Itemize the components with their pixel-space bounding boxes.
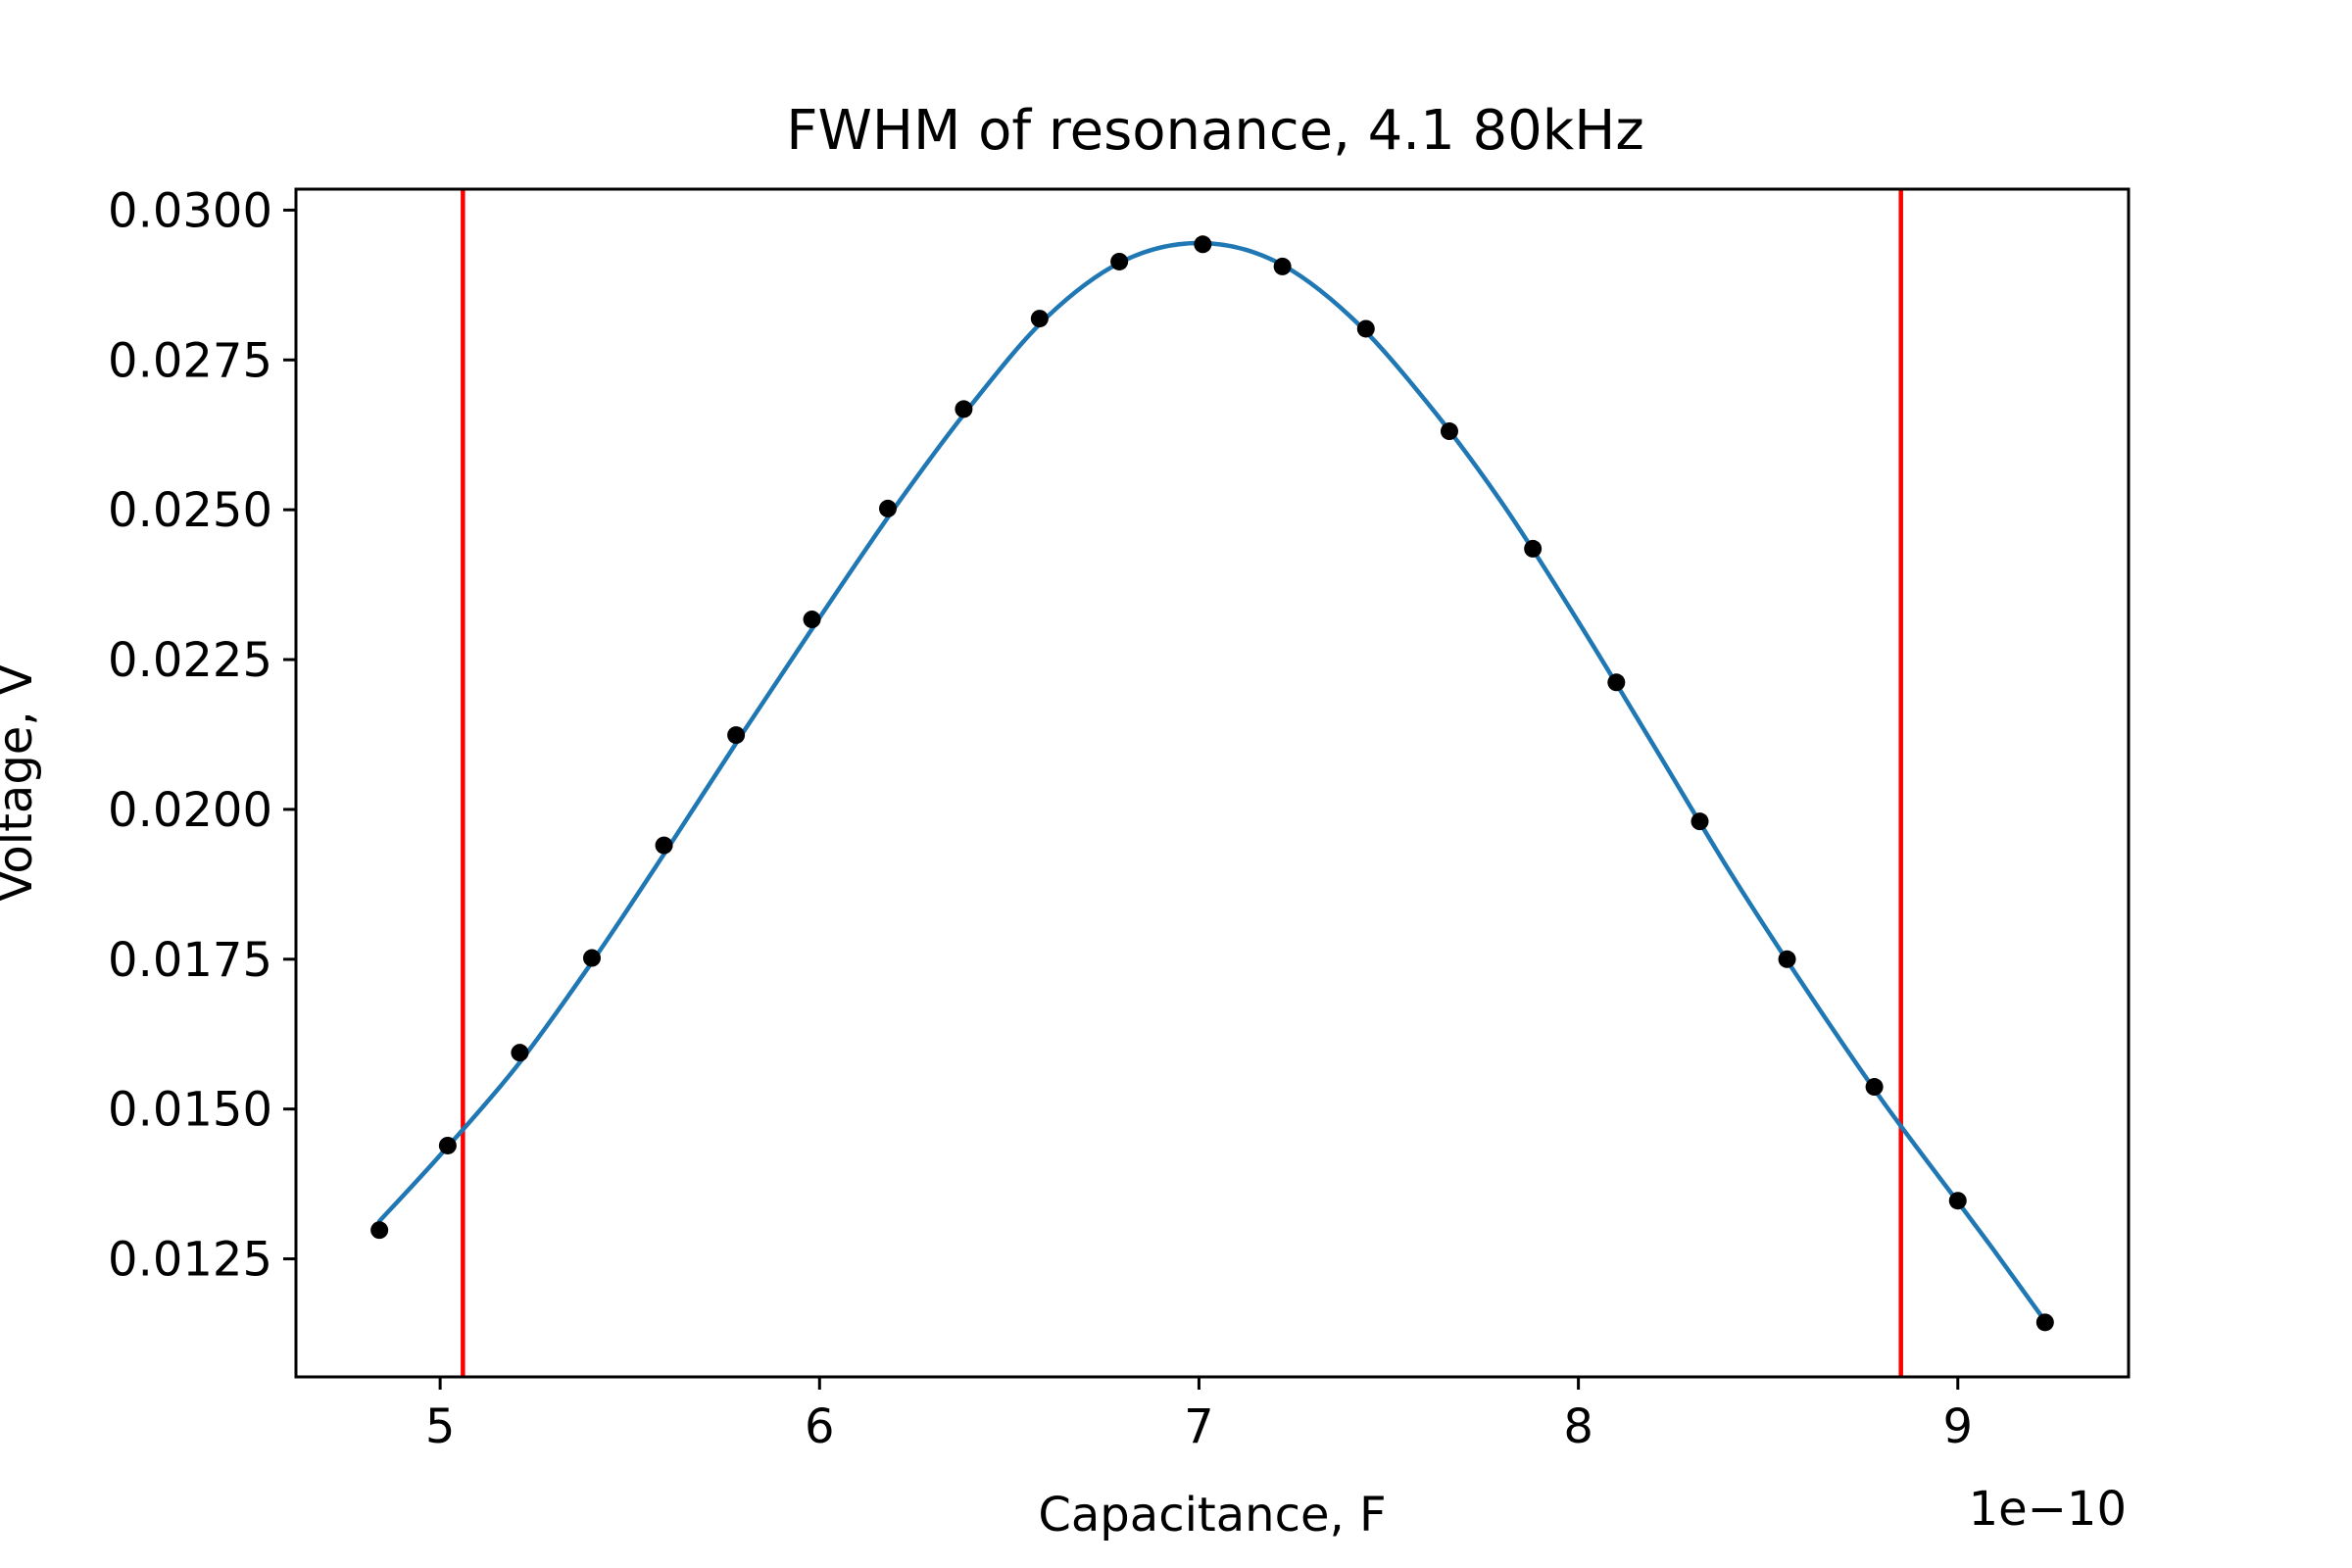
axes-frame: [294, 187, 2131, 1379]
data-point: [1030, 310, 1049, 328]
x-tick-label: 6: [805, 1399, 835, 1454]
y-tick-label: 0.0250: [108, 483, 272, 538]
data-point: [655, 836, 673, 855]
data-point: [2035, 1313, 2054, 1332]
data-point: [1778, 950, 1796, 968]
x-tick-label: 8: [1563, 1399, 1593, 1454]
x-tick-label: 7: [1184, 1399, 1214, 1454]
y-tick-label: 0.0150: [108, 1083, 272, 1138]
x-axis-ticks: 5 6 7 8 9: [425, 1377, 1973, 1454]
data-point: [1273, 257, 1292, 275]
data-point: [1865, 1078, 1884, 1097]
x-axis-label: Capacitance, F: [1038, 1488, 1386, 1543]
data-point: [1524, 539, 1543, 558]
data-point: [727, 726, 746, 745]
x-axis-offset-label: 1e−10: [1969, 1482, 2127, 1537]
data-point: [803, 611, 821, 629]
data-point: [1440, 422, 1458, 441]
y-tick-label: 0.0125: [108, 1233, 272, 1288]
plot-area: [370, 189, 2054, 1377]
data-point: [511, 1044, 529, 1062]
y-axis-label: Voltage, V: [0, 663, 43, 903]
y-tick-label: 0.0200: [108, 783, 272, 838]
data-point: [1948, 1192, 1967, 1210]
y-axis-ticks: 0.0125 0.0150 0.0175 0.0200 0.0225 0.0250 0.02…: [108, 183, 296, 1288]
y-tick-label: 0.0275: [108, 333, 272, 388]
data-point: [1110, 252, 1129, 270]
y-tick-label: 0.0175: [108, 933, 272, 988]
data-point: [878, 499, 897, 517]
chart-title: FWHM of resonance, 4.1 80kHz: [786, 99, 1643, 163]
data-point: [438, 1136, 457, 1154]
x-tick-label: 9: [1943, 1399, 1974, 1454]
data-point: [1607, 673, 1626, 692]
fit-curve: [376, 240, 2048, 1324]
data-point: [1356, 319, 1375, 338]
data-point: [370, 1221, 389, 1240]
data-point: [582, 949, 601, 967]
x-tick-label: 5: [425, 1399, 456, 1454]
data-point: [955, 400, 973, 418]
data-point: [1690, 812, 1709, 831]
y-tick-label: 0.0225: [108, 633, 272, 688]
data-point: [1194, 235, 1212, 254]
y-tick-label: 0.0300: [108, 183, 272, 238]
